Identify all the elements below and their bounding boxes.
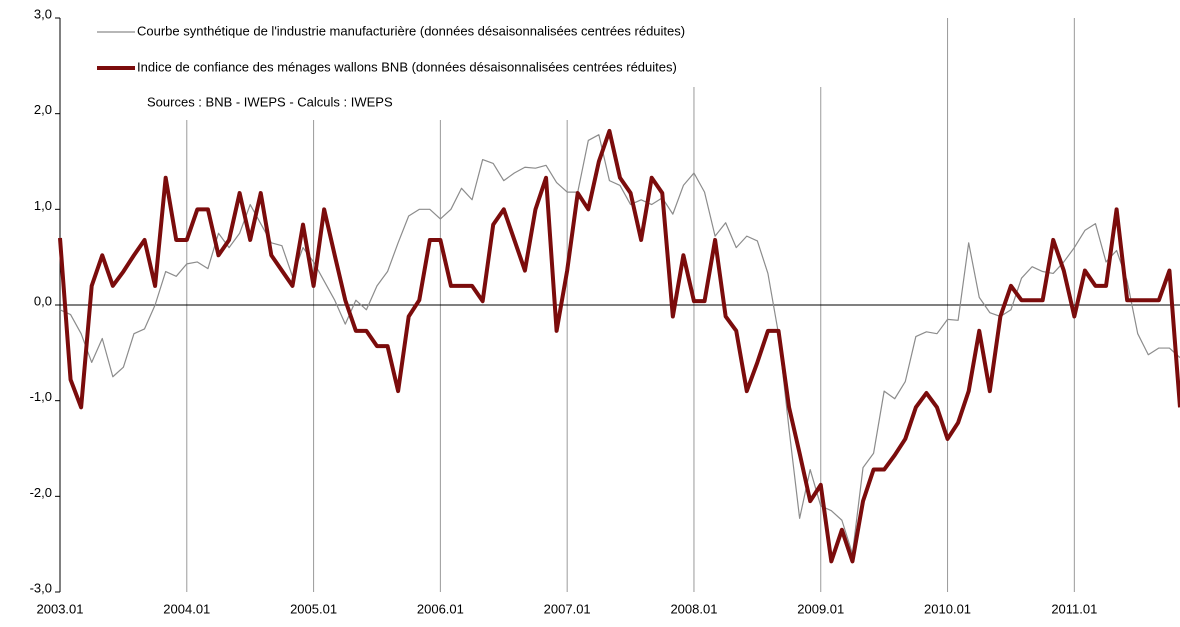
y-tick-label: -2,0	[30, 485, 52, 500]
x-tick-label: 2005.01	[290, 601, 337, 616]
x-tick-label: 2009.01	[797, 601, 844, 616]
x-tick-label: 2007.01	[544, 601, 591, 616]
y-tick-label: 3,0	[34, 6, 52, 21]
x-tick-label: 2006.01	[417, 601, 464, 616]
x-tick-label: 2003.01	[37, 601, 84, 616]
y-tick-label: 2,0	[34, 102, 52, 117]
legend-label: Courbe synthétique de l'industrie manufa…	[137, 23, 685, 38]
x-tick-label: 2010.01	[924, 601, 971, 616]
annotation: Sources : BNB - IWEPS - Calculs : IWEPS	[147, 94, 393, 109]
x-tick-label: 2004.01	[163, 601, 210, 616]
series-line	[58, 128, 1180, 564]
y-tick-label: -3,0	[30, 580, 52, 595]
x-tick-label: 2011.01	[1051, 601, 1097, 616]
y-tick-label: -1,0	[30, 389, 52, 404]
legend-label: Indice de confiance des ménages wallons …	[137, 59, 677, 74]
series-line	[59, 134, 1180, 555]
y-tick-label: 1,0	[34, 198, 52, 213]
x-tick-label: 2008.01	[670, 601, 717, 616]
y-tick-label: 0,0	[34, 293, 52, 308]
